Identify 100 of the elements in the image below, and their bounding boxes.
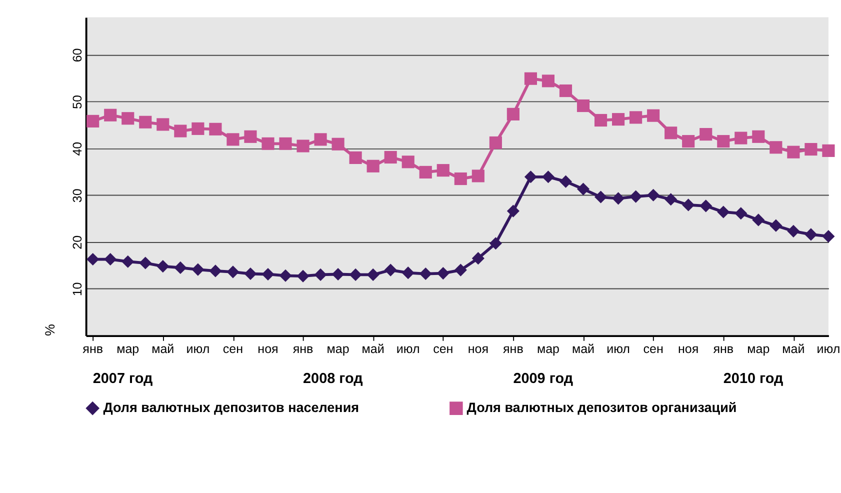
point (349, 151, 362, 164)
point (366, 160, 380, 172)
point (612, 113, 625, 126)
point (630, 111, 642, 124)
x-tick-label: июл (186, 342, 210, 356)
point (156, 118, 170, 131)
x-tick-label: мар (536, 342, 560, 356)
point (139, 256, 152, 270)
text: 2009 год (513, 370, 574, 387)
point (279, 269, 292, 282)
x-tick-label: май (782, 342, 805, 356)
x-tick-label: май (362, 342, 384, 356)
point (296, 140, 310, 152)
y-axis-title: % (42, 324, 58, 336)
x-tick-label: ноя (678, 342, 699, 356)
x-tick-label: ноя (258, 342, 278, 356)
point (366, 268, 380, 281)
y-tick-label: 20 (70, 235, 84, 250)
x-tick-label: сен (643, 342, 664, 356)
point (542, 170, 555, 184)
text: 2007 год (92, 370, 153, 387)
point (192, 263, 204, 276)
point (542, 74, 555, 88)
point (472, 170, 484, 182)
point (262, 137, 274, 150)
point (804, 142, 818, 156)
text: 2008 год (303, 370, 363, 387)
point (402, 156, 414, 168)
point (647, 188, 660, 202)
point (209, 264, 222, 278)
x-tick-label: июл (396, 342, 420, 356)
point (506, 108, 520, 120)
point (822, 144, 835, 157)
x-tick-label: мар (747, 342, 770, 356)
point (700, 128, 712, 141)
point (787, 146, 800, 158)
point (122, 112, 134, 125)
point (752, 214, 765, 226)
point (384, 150, 397, 164)
point (787, 224, 800, 238)
x-tick-label: июл (606, 342, 630, 356)
text: 2010 год (723, 370, 784, 387)
point (122, 255, 134, 268)
point (700, 200, 712, 212)
x-tick-label: янв (503, 342, 524, 356)
x-tick-label: сен (222, 342, 244, 356)
x-tick-label: сен (433, 342, 454, 356)
point (332, 268, 344, 281)
point (559, 175, 572, 188)
point (576, 99, 590, 112)
point (524, 72, 537, 85)
legend-label: Доля валютных депозитов организаций (466, 400, 737, 416)
point (559, 84, 572, 98)
point (682, 198, 695, 212)
point (804, 228, 818, 241)
point (576, 182, 590, 196)
point (174, 124, 187, 138)
point (454, 264, 467, 276)
y-tick-label: 40 (70, 142, 84, 156)
point (86, 252, 100, 266)
point (630, 190, 642, 203)
x-tick-label: май (572, 342, 595, 356)
point (489, 136, 502, 150)
point (664, 193, 678, 206)
point (752, 130, 765, 143)
point (717, 206, 730, 218)
point (314, 133, 327, 146)
point (192, 122, 204, 135)
point (472, 252, 484, 265)
point (402, 266, 414, 280)
point (612, 192, 625, 205)
point (262, 268, 274, 281)
x-tick-label: янв (82, 342, 104, 356)
point (664, 126, 678, 140)
point (506, 204, 520, 218)
point (104, 108, 117, 122)
x-tick-label: мар (326, 342, 350, 356)
point (419, 166, 432, 178)
y-tick-label: 60 (70, 48, 84, 62)
point (594, 114, 608, 127)
point (822, 230, 835, 243)
point (332, 138, 344, 150)
point (86, 114, 100, 128)
point (349, 268, 362, 281)
point (419, 267, 432, 280)
y-tick-label: 50 (70, 95, 84, 109)
point (226, 266, 240, 278)
y-tick-label: 30 (70, 188, 84, 203)
point (279, 137, 292, 150)
point (436, 267, 450, 280)
point (139, 116, 152, 128)
point (296, 270, 310, 282)
point (647, 109, 660, 122)
point (734, 207, 748, 220)
point (594, 190, 608, 204)
point (524, 170, 537, 184)
point (209, 122, 222, 136)
point (104, 252, 117, 266)
point (314, 268, 327, 281)
point (682, 135, 695, 148)
